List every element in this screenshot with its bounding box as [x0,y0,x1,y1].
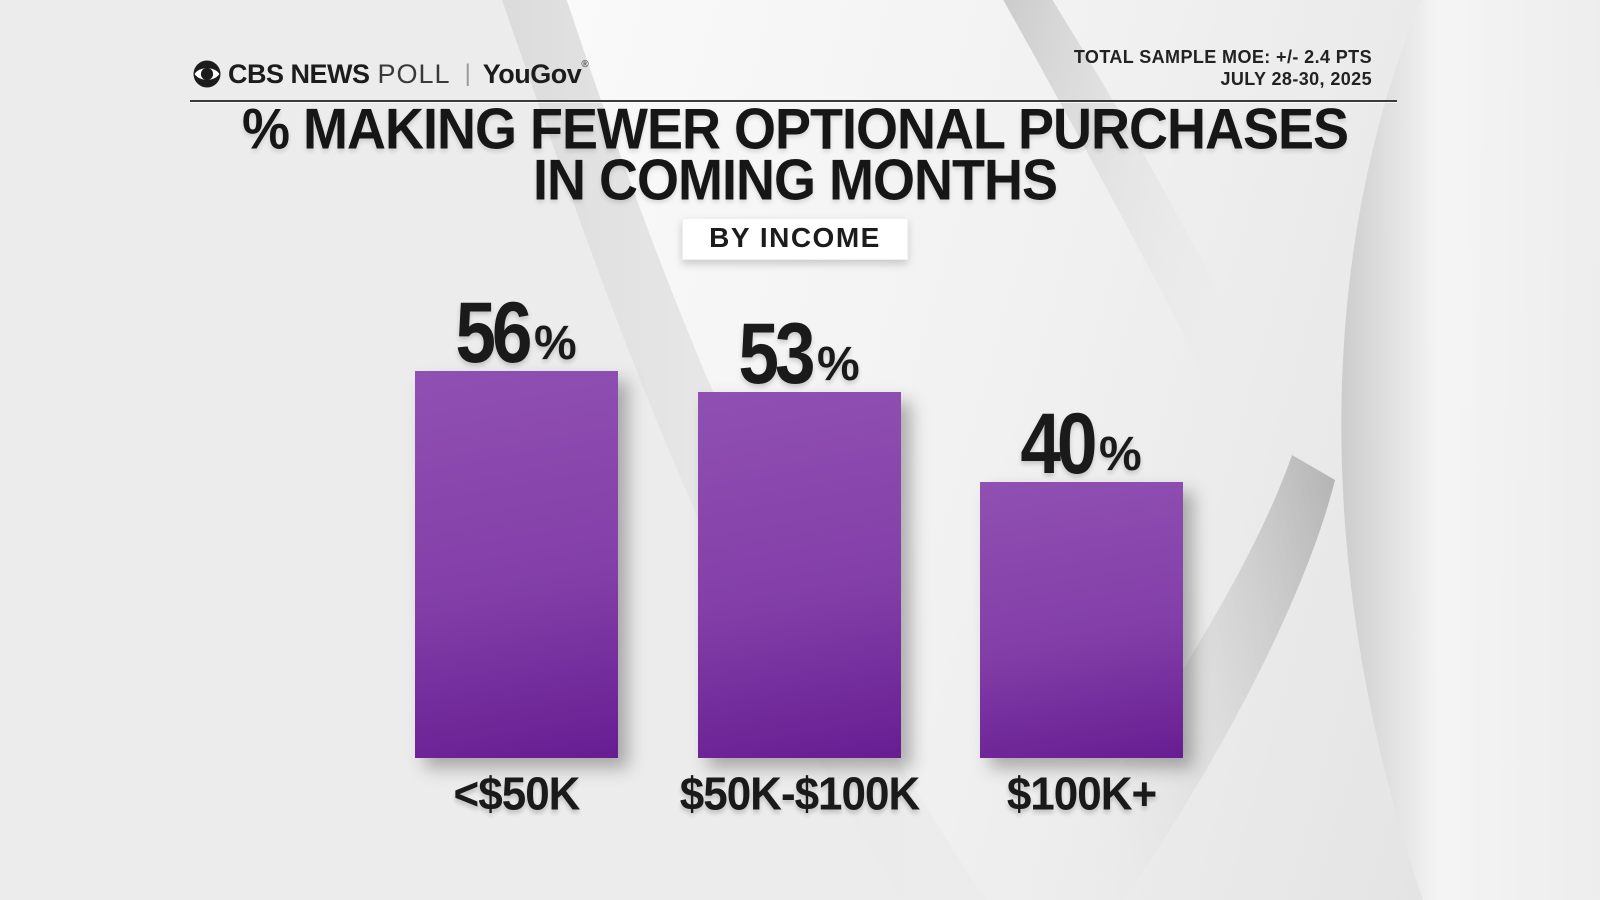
percent-sign: % [533,317,577,370]
bar-group-100k-plus: 40% $100K+ [980,396,1183,820]
brand-cbs-news: CBS NEWS [228,58,370,89]
right-curved-band [1341,0,1600,900]
date-line: JULY 28-30, 2025 [1220,69,1372,89]
registered-mark: ® [581,58,589,70]
value-label: 56% [455,285,577,381]
value-number: 53 [738,306,816,402]
brand-separator: | [464,60,471,87]
brand-poll: POLL [377,58,451,89]
value-label: 53% [738,306,860,402]
bar-2 [980,482,1183,758]
brand-yougov: YouGov® [482,58,589,89]
bar-0 [415,371,618,758]
value-number: 56 [455,285,533,381]
header-divider [190,100,1397,102]
page-title: % MAKING FEWER OPTIONAL PURCHASES IN COM… [0,97,1590,213]
swoosh-left-band [501,0,987,900]
title-line-1: % MAKING FEWER OPTIONAL PURCHASES [241,97,1349,162]
bar-group-under-50k: 56% <$50K [415,285,618,820]
sample-info: TOTAL SAMPLE MOE: +/- 2.4 PTS JULY 28-30… [1074,46,1372,90]
badge-label: BY INCOME [709,222,881,253]
chevron-upper-crease [1003,0,1292,472]
cbs-eye-logo-icon [193,60,221,88]
category-label: <$50K [453,768,581,821]
header-brand: CBS NEWS POLL | YouGov® [193,58,589,90]
moe-line: TOTAL SAMPLE MOE: +/- 2.4 PTS [1073,47,1372,67]
by-income-badge: BY INCOME [682,218,908,260]
category-label: $50K-$100K [679,768,920,821]
percent-sign: % [1098,428,1142,481]
category-label: $100K+ [1006,768,1157,821]
value-label: 40% [1020,396,1142,492]
percent-sign: % [816,338,860,391]
bar-1 [698,392,901,758]
bar-group-50k-100k: 53% $50K-$100K [680,306,920,820]
value-number: 40 [1020,396,1098,492]
title-line-2: IN COMING MONTHS [533,148,1058,213]
chevron-lower-shadow [1031,455,1335,900]
